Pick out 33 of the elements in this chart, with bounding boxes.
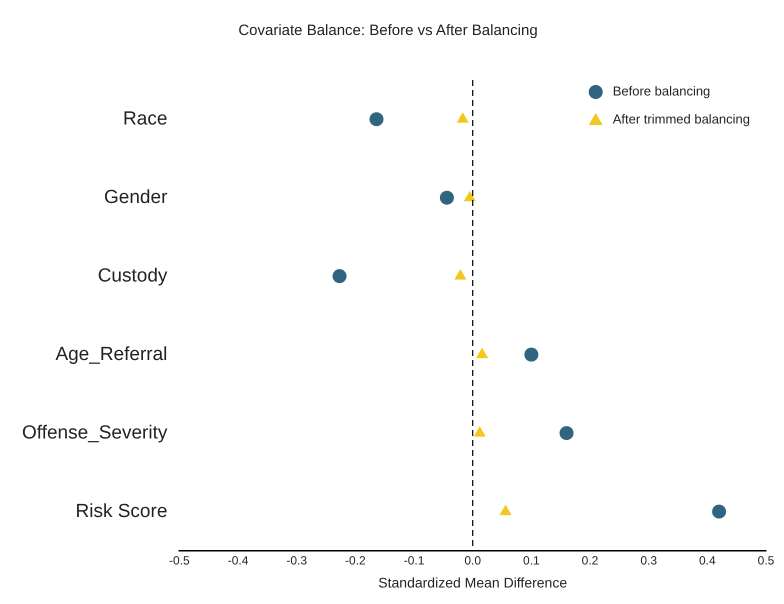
x-tick-label: 0.1 <box>523 553 540 568</box>
legend-label: After trimmed balancing <box>612 112 750 127</box>
x-tick-label: -0.1 <box>404 553 425 568</box>
point <box>474 426 486 437</box>
point <box>440 190 454 205</box>
x-tick-label: -0.4 <box>228 553 249 568</box>
y-tick-label: Gender <box>104 186 168 208</box>
point <box>332 269 347 284</box>
x-tick-label: 0.5 <box>758 553 775 568</box>
x-tick-label: 0.4 <box>698 553 716 568</box>
x-axis-title: Standardized Mean Difference <box>378 574 568 590</box>
point <box>476 348 488 358</box>
x-tick-label: -0.5 <box>169 553 190 568</box>
x-tick-label: -0.2 <box>345 553 366 568</box>
point <box>524 348 538 362</box>
y-tick-label: Offense_Severity <box>22 422 168 444</box>
point <box>560 426 574 440</box>
legend-label: Before balancing <box>612 84 710 99</box>
x-tick-label: 0.3 <box>640 553 658 568</box>
chart-title: Covariate Balance: Before vs After Balancing <box>238 22 538 40</box>
y-tick-label: Custody <box>98 265 168 286</box>
x-tick-label: -0.3 <box>286 553 308 568</box>
y-tick-label: Race <box>123 108 168 130</box>
y-tick-label: Age_Referral <box>55 344 168 365</box>
point <box>464 190 476 202</box>
point <box>456 112 469 123</box>
x-tick-label: 0.0 <box>464 553 482 568</box>
point <box>454 269 466 280</box>
y-tick-label: Risk Score <box>76 500 168 522</box>
x-tick-label: 0.2 <box>582 553 599 568</box>
point <box>712 504 726 519</box>
point <box>499 504 512 516</box>
point <box>369 112 384 126</box>
